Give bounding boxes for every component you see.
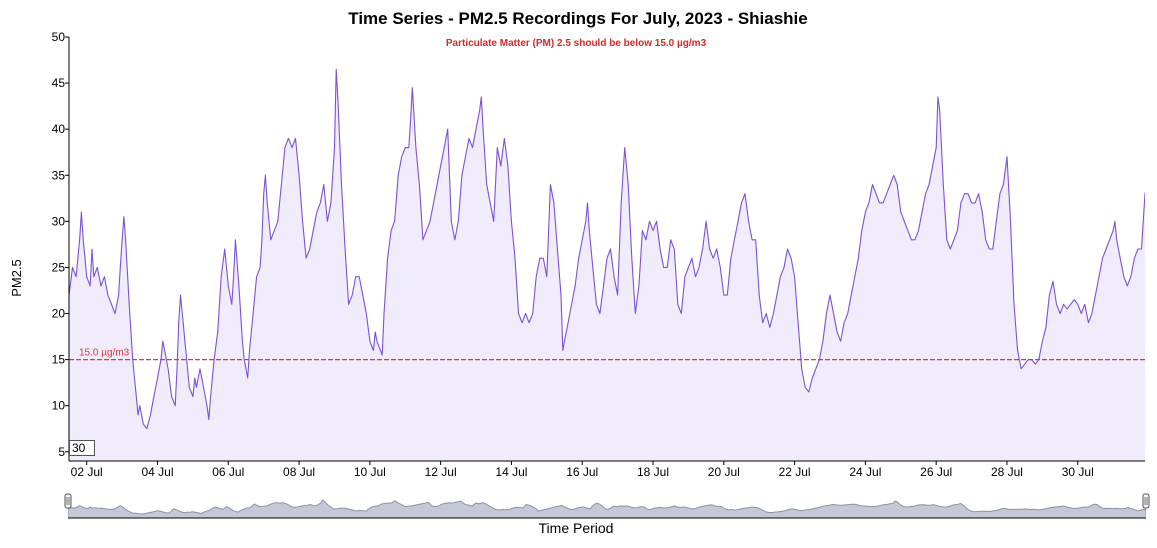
x-tick-label: 26 Jul — [920, 465, 952, 479]
y-tick-label: 40 — [52, 122, 66, 136]
x-tick-label: 24 Jul — [849, 465, 881, 479]
y-tick-label: 15 — [52, 353, 66, 367]
x-tick-label: 18 Jul — [637, 465, 669, 479]
navigator — [68, 499, 1146, 519]
y-tick-label: 50 — [52, 30, 66, 44]
x-tick-label: 02 Jul — [71, 465, 103, 479]
series-area-fill — [69, 69, 1145, 461]
y-tick-label: 5 — [58, 445, 65, 459]
x-tick-label: 04 Jul — [141, 465, 173, 479]
series-line — [69, 68, 1145, 430]
brush-handle-left[interactable] — [64, 493, 72, 509]
chart-title: Time Series - PM2.5 Recordings For July,… — [348, 9, 808, 28]
x-tick-label: 12 Jul — [425, 465, 457, 479]
x-tick-label: 20 Jul — [708, 465, 740, 479]
y-axis-label: PM2.5 — [9, 259, 24, 297]
y-tick-label: 35 — [52, 168, 66, 182]
navigator-area — [68, 499, 1146, 519]
x-tick-label: 06 Jul — [212, 465, 244, 479]
y-tick-label: 45 — [52, 76, 66, 90]
threshold-label: 15.0 µg/m3 — [79, 348, 130, 359]
brush-handle-right[interactable] — [1142, 493, 1150, 509]
x-tick-label: 28 Jul — [991, 465, 1023, 479]
x-axis-label: Time Period — [539, 520, 614, 536]
chart-subtitle: Particulate Matter (PM) 2.5 should be be… — [446, 38, 707, 49]
plot-area — [69, 68, 1145, 461]
y-tick-label: 25 — [52, 260, 66, 274]
x-tick-label: 08 Jul — [283, 465, 315, 479]
x-tick-label: 14 Jul — [495, 465, 527, 479]
x-tick-label: 30 Jul — [1062, 465, 1094, 479]
x-tick-label: 16 Jul — [566, 465, 598, 479]
y-tick-label: 20 — [52, 307, 66, 321]
x-tick-label: 10 Jul — [354, 465, 386, 479]
x-tick-label: 22 Jul — [779, 465, 811, 479]
y-tick-label: 30 — [52, 214, 66, 228]
zoom-level-input[interactable]: 30 — [69, 440, 95, 456]
y-tick-label: 10 — [52, 399, 66, 413]
